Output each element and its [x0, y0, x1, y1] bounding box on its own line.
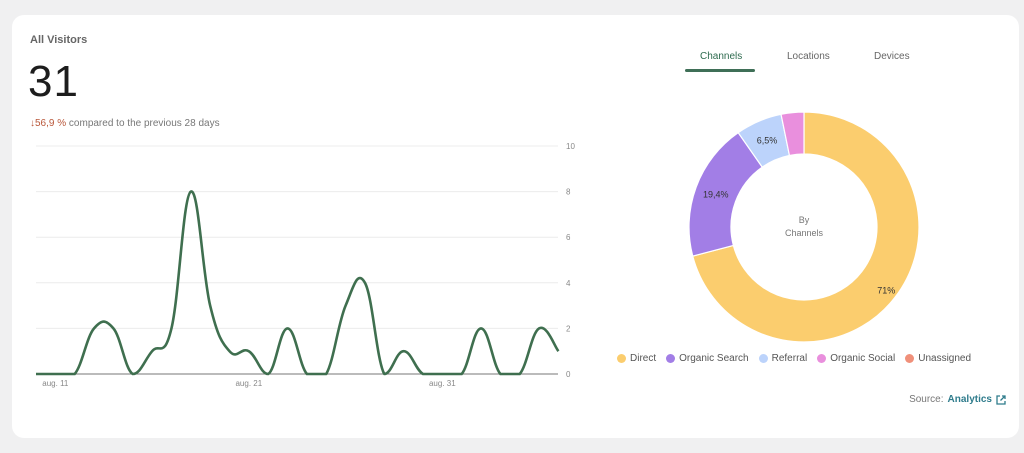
slice-label: 6,5%: [757, 136, 778, 146]
legend-dot-icon: [758, 354, 768, 363]
legend-item-direct[interactable]: Direct: [617, 353, 656, 364]
source-label: Source:: [909, 394, 944, 405]
donut-center-label: Channels: [785, 228, 824, 238]
y-tick-label: 4: [566, 279, 571, 288]
legend-label: Referral: [771, 353, 808, 364]
card-content: All Visitors 31 ↓56,9 % compared to the …: [12, 15, 1019, 438]
total-visitors: 31: [28, 57, 79, 106]
x-tick-label: aug. 21: [235, 379, 262, 388]
y-tick-label: 6: [566, 233, 571, 242]
slice-label: 71%: [877, 286, 895, 296]
legend-label: Organic Social: [830, 353, 896, 364]
legend-item-organic-search[interactable]: Organic Search: [666, 353, 749, 364]
legend-label: Unassigned: [918, 353, 972, 364]
legend-dot-icon: [617, 354, 626, 363]
y-tick-label: 0: [566, 370, 571, 379]
donut-legend: Direct Organic Search Referral Organic S…: [617, 353, 971, 364]
legend-dot-icon: [666, 354, 676, 363]
y-tick-label: 2: [566, 324, 571, 333]
breakdown-tabs: Channels Locations Devices: [673, 50, 913, 80]
legend-dot-icon: [905, 354, 915, 363]
slice-label: 19,4%: [703, 189, 729, 199]
legend-label: Direct: [630, 353, 657, 364]
legend-item-unassigned[interactable]: Unassigned: [905, 353, 971, 364]
all-visitors-card: [12, 15, 1019, 438]
x-tick-label: aug. 11: [42, 379, 69, 388]
donut-slice[interactable]: [780, 111, 805, 157]
external-link-icon[interactable]: [996, 394, 1006, 405]
tab-channels[interactable]: Channels: [700, 51, 743, 62]
legend-label: Organic Search: [679, 353, 749, 364]
compare-label: compared to the previous 28 days: [68, 118, 220, 129]
donut-center-label: By: [799, 215, 810, 225]
legend-dot-icon: [817, 354, 827, 363]
tab-locations[interactable]: Locations: [787, 51, 830, 62]
comparison-text: ↓56,9 % compared to the previous 28 days: [30, 118, 220, 129]
tab-devices[interactable]: Devices: [874, 51, 910, 62]
legend-item-referral[interactable]: Referral: [758, 353, 808, 364]
delta-percent: 56,9 %: [35, 118, 67, 129]
visitors-line-chart[interactable]: 0 2 4 6 8 10 aug. 11 aug. 21 aug. 31: [0, 0, 600, 400]
active-tab-indicator: [685, 69, 755, 72]
y-tick-label: 10: [566, 142, 575, 151]
x-tick-label: aug. 31: [429, 379, 456, 388]
arrow-down-icon: ↓: [30, 118, 35, 129]
card-title: All Visitors: [30, 34, 88, 46]
channels-donut-chart[interactable]: 71% 19,4% 6,5% By Channels: [0, 0, 1024, 360]
analytics-link[interactable]: Analytics: [947, 394, 992, 405]
source-attribution: Source: Analytics: [909, 394, 1006, 405]
donut-slice[interactable]: [692, 111, 920, 343]
legend-item-organic-social[interactable]: Organic Social: [817, 353, 895, 364]
y-tick-label: 8: [566, 188, 571, 197]
visitors-line: [35, 190, 560, 376]
